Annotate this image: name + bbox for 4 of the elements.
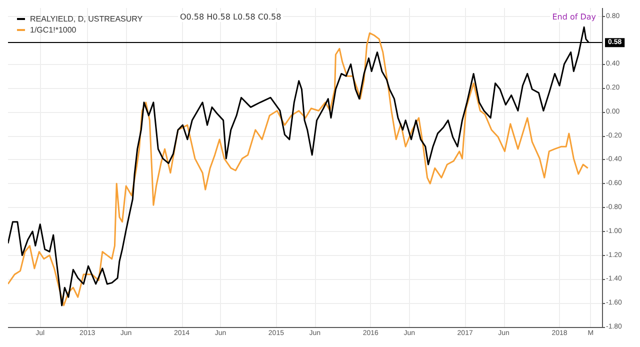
legend-label: 1/GC1!*1000 [30, 26, 77, 34]
legend-label: REALYIELD, D, USTREASURY [30, 14, 144, 24]
annotation: End of Day [552, 12, 596, 22]
annotation: O0.58 H0.58 L0.58 C0.58 [180, 12, 282, 22]
